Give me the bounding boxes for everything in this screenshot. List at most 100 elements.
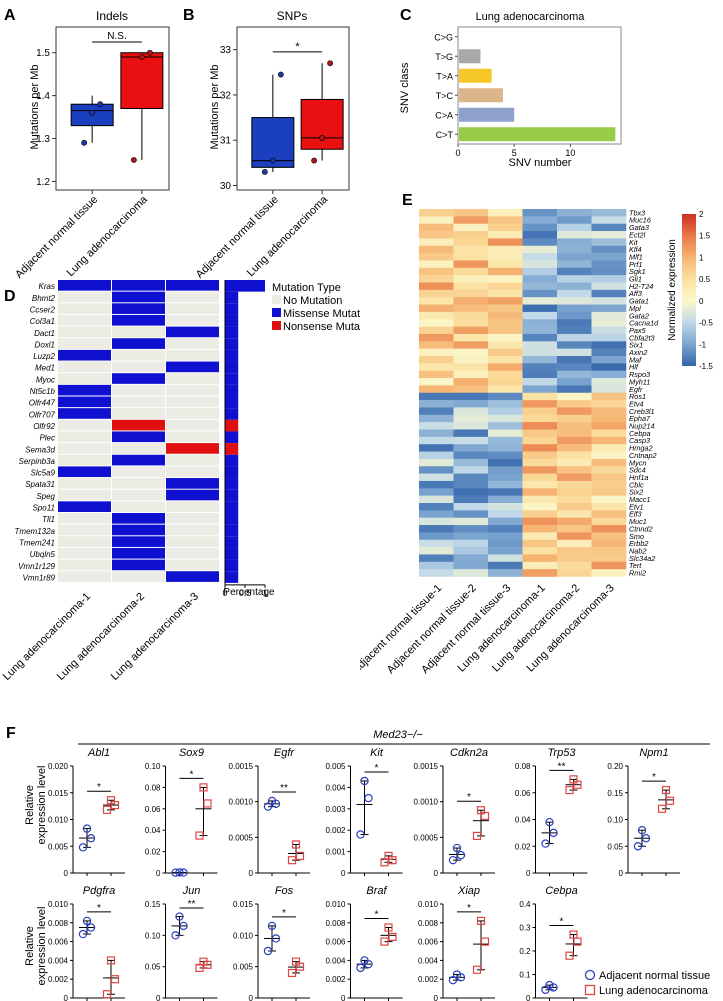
gene-label: Egfr	[629, 385, 643, 394]
colorbar-tick-label: -0.5	[699, 319, 713, 328]
data-point-tumor	[203, 799, 212, 808]
heatmap-cell	[488, 223, 523, 232]
heatmap-cell	[488, 569, 523, 577]
heatmap-cell	[58, 466, 111, 478]
heatmap-cell	[522, 304, 558, 313]
heatmap-cell	[557, 436, 592, 445]
heatmap-cell	[166, 443, 219, 454]
legend-tumor-label: Lung adenocarcinoma	[599, 985, 709, 997]
heatmap-cell	[488, 282, 523, 291]
heatmap-cell	[112, 547, 165, 559]
heatmap-cell	[591, 554, 627, 563]
data-point-normal	[448, 855, 458, 865]
heatmap-cell	[591, 267, 627, 276]
data-point-tumor	[384, 923, 393, 932]
y-tick-label: 0.005	[233, 963, 254, 972]
gene-label: Rmi2	[629, 569, 646, 578]
heatmap-cell	[419, 400, 454, 408]
significance-label: **	[558, 761, 566, 772]
gene-label: Pax5	[629, 326, 647, 335]
y-axis-label-row2-a: Relative	[24, 926, 36, 966]
heatmap-cell	[557, 253, 592, 261]
percentage-bar	[225, 280, 265, 292]
percentage-bar	[225, 431, 239, 444]
heatmap-cell	[488, 356, 523, 364]
y-tick-label: 0.10	[145, 762, 161, 771]
percentage-tick-label: 0	[222, 588, 227, 598]
heatmap-cell	[557, 378, 592, 386]
heatmap-cell	[58, 314, 111, 326]
data-point-normal	[263, 946, 273, 956]
y-axis-label-row2-b: expression level	[36, 907, 48, 986]
gene-label: Doxl1	[35, 340, 55, 349]
heatmap-cell	[522, 245, 558, 254]
heatmap-cell	[453, 480, 489, 489]
heatmap-cell	[453, 231, 489, 239]
heatmap-cell	[557, 561, 592, 570]
heatmap-cell	[488, 429, 523, 438]
data-point-normal	[545, 817, 554, 827]
heatmap-cell	[453, 297, 489, 305]
heatmap-cell	[453, 422, 489, 430]
heatmap-cell	[453, 289, 489, 298]
data-point-normal	[171, 931, 180, 940]
percentage-bar	[225, 338, 239, 350]
heatmap-cell	[591, 547, 627, 555]
y-tick-label: 1.4	[36, 91, 50, 102]
box	[300, 98, 344, 150]
x-tick-label: Lung adenocarcinoma	[65, 193, 151, 279]
heatmap-cell	[58, 547, 111, 559]
gene-label: Epha7	[629, 414, 651, 423]
heatmap-cell	[166, 559, 219, 571]
heatmap-cell	[488, 348, 523, 357]
heatmap-cell	[453, 414, 489, 423]
significance-label: *	[560, 917, 564, 928]
y-tick-label: 1.2	[36, 177, 50, 188]
heatmap-cell	[488, 473, 523, 482]
heatmap-cell	[112, 303, 165, 314]
heatmap-cell	[488, 253, 523, 261]
gene-label: Cacna1d	[629, 319, 659, 328]
heatmap-cell	[591, 289, 627, 298]
heatmap-cell	[591, 385, 627, 394]
bar	[459, 88, 503, 103]
y-tick-label: 0.06	[515, 789, 531, 798]
heatmap-cell	[419, 289, 454, 298]
data-point-normal	[633, 842, 643, 851]
heatmap-cell	[522, 458, 558, 467]
heatmap-cell	[557, 326, 592, 335]
heatmap-cell	[488, 216, 523, 224]
panel-e-expression-heatmap: E Normalized expression Tbx3Muc16Gata3Ec…	[360, 192, 713, 676]
heatmap-cell	[591, 539, 627, 548]
significance-label: *	[295, 41, 300, 53]
colorbar-tick-label: 0.5	[699, 275, 711, 284]
heatmap-cell	[522, 378, 558, 386]
heatmap-cell	[58, 303, 111, 314]
percentage-bar	[225, 291, 239, 304]
heatmap-cell	[419, 561, 454, 570]
chart-title: Indels	[96, 9, 128, 23]
percentage-bar	[225, 466, 239, 479]
heatmap-cell	[453, 569, 489, 577]
data-point-normal	[356, 963, 365, 973]
data-point-tumor	[569, 930, 578, 939]
data-point	[261, 168, 268, 175]
heatmap-cell	[591, 561, 627, 570]
heatmap-cell	[522, 238, 558, 247]
gene-label: Ect2l	[629, 230, 646, 239]
gene-title: Braf	[366, 885, 387, 897]
legend-tumor-marker	[584, 984, 596, 996]
category-label: C>A	[435, 110, 453, 120]
gene-label: Hnf1a	[629, 473, 648, 482]
heatmap-cell	[112, 571, 165, 582]
heatmap-cell	[557, 488, 592, 496]
heatmap-cell	[166, 303, 219, 314]
heatmap-cell	[58, 384, 111, 396]
heatmap-cell	[557, 348, 592, 357]
heatmap-cell	[166, 361, 219, 373]
heatmap-cell	[488, 231, 523, 239]
heatmap-cell	[522, 436, 558, 445]
gene-label: Olfr447	[29, 399, 56, 408]
data-point	[319, 135, 326, 141]
data-point-tumor	[291, 840, 301, 849]
